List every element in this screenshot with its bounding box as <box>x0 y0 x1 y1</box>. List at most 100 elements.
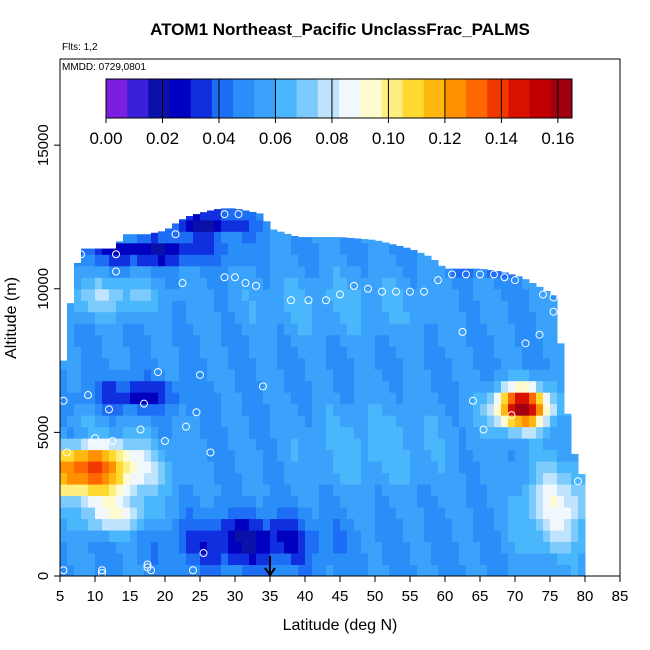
heatmap-cell <box>389 403 397 416</box>
heatmap-cell <box>284 449 292 462</box>
flight-point <box>112 250 120 259</box>
heatmap-cell <box>123 277 131 290</box>
heatmap-cell <box>403 461 411 474</box>
heatmap-cell <box>361 564 369 577</box>
heatmap-cell <box>368 380 376 393</box>
heatmap-cell <box>242 300 250 313</box>
heatmap-cell <box>228 254 236 267</box>
heatmap-cell <box>550 295 558 301</box>
x-tick-label: 60 <box>437 588 454 605</box>
heatmap-cell <box>494 472 502 485</box>
heatmap-cell <box>67 518 75 531</box>
heatmap-cell <box>410 564 418 577</box>
heatmap-cell <box>347 415 355 428</box>
heatmap-cell <box>130 277 138 290</box>
heatmap-cell <box>459 426 467 439</box>
heatmap-cell <box>305 357 313 370</box>
heatmap-cell <box>235 553 243 566</box>
heatmap-cell <box>529 541 537 554</box>
heatmap-cell <box>116 484 124 497</box>
heatmap-cell <box>326 311 334 324</box>
heatmap-cell <box>221 415 229 428</box>
heatmap-cell <box>508 311 516 324</box>
x-tick-label: 75 <box>542 588 559 605</box>
heatmap-cell <box>165 228 173 232</box>
heatmap-cell <box>123 334 131 347</box>
heatmap-cell <box>480 369 488 382</box>
heatmap-cell <box>186 403 194 416</box>
heatmap-cell <box>179 438 187 451</box>
heatmap-cell <box>326 564 334 577</box>
heatmap-cell <box>298 369 306 382</box>
heatmap-cell <box>137 541 145 554</box>
heatmap-cell <box>102 415 110 428</box>
heatmap-cell <box>494 495 502 508</box>
heatmap-cell <box>298 518 306 531</box>
heatmap-cell <box>158 438 166 451</box>
heatmap-cell <box>333 277 341 290</box>
heatmap-cell <box>109 323 117 336</box>
heatmap-cell <box>312 346 320 359</box>
heatmap-cell <box>403 530 411 543</box>
heatmap-cell <box>137 323 145 336</box>
colorbar-segment <box>106 79 128 118</box>
heatmap-cell <box>312 242 320 255</box>
heatmap-cell <box>130 311 138 324</box>
heatmap-cell <box>466 461 474 474</box>
heatmap-cell <box>445 449 453 462</box>
heatmap-cell <box>95 380 103 393</box>
heatmap-cell <box>214 392 222 405</box>
heatmap-cell <box>305 288 313 301</box>
heatmap-cell <box>249 242 257 255</box>
heatmap-cell <box>557 449 565 462</box>
heatmap-cell <box>438 288 446 301</box>
heatmap-cell <box>74 323 82 336</box>
heatmap-cell <box>144 426 152 439</box>
heatmap-cell <box>459 461 467 474</box>
heatmap-cell <box>529 426 537 439</box>
heatmap-cell <box>424 357 432 370</box>
heatmap-cell <box>340 415 348 428</box>
heatmap-cell <box>284 369 292 382</box>
heatmap-cell <box>375 288 383 301</box>
heatmap-cell <box>354 254 362 267</box>
heatmap-cell <box>396 518 404 531</box>
heatmap-cell <box>291 334 299 347</box>
heatmap-cell <box>172 223 180 232</box>
heatmap-cell <box>368 300 376 313</box>
flight-point <box>448 270 456 279</box>
heatmap-cell <box>67 553 75 566</box>
heatmap-cell <box>389 472 397 485</box>
heatmap-cell <box>60 484 68 497</box>
heatmap-cell <box>473 392 481 405</box>
heatmap-cell <box>466 426 474 439</box>
heatmap-cell <box>410 300 418 313</box>
heatmap-cell <box>522 518 530 531</box>
heatmap-cell <box>375 426 383 439</box>
heatmap-cell <box>438 449 446 462</box>
heatmap-cell <box>431 288 439 301</box>
heatmap-cell <box>564 507 572 520</box>
colorbar-tick-label: 0.16 <box>541 129 574 148</box>
heatmap-cell <box>263 254 271 267</box>
heatmap-cell <box>291 438 299 451</box>
heatmap-cell <box>214 518 222 531</box>
heatmap-cell <box>361 265 369 278</box>
heatmap-cell <box>158 265 166 278</box>
heatmap-cell <box>522 346 530 359</box>
colorbar-segment <box>444 79 467 118</box>
heatmap-cell <box>81 311 89 324</box>
heatmap-cell <box>487 403 495 416</box>
heatmap-cell <box>445 403 453 416</box>
heatmap-cell <box>81 564 89 577</box>
heatmap-cell <box>487 518 495 531</box>
heatmap-cell <box>144 254 152 267</box>
colorbar-tick-label: 0.10 <box>372 129 405 148</box>
heatmap-cell <box>109 495 117 508</box>
heatmap-cell <box>319 254 327 267</box>
heatmap-cell <box>137 495 145 508</box>
heatmap-cell <box>480 392 488 405</box>
heatmap-cell <box>186 334 194 347</box>
heatmap-cell <box>431 495 439 508</box>
